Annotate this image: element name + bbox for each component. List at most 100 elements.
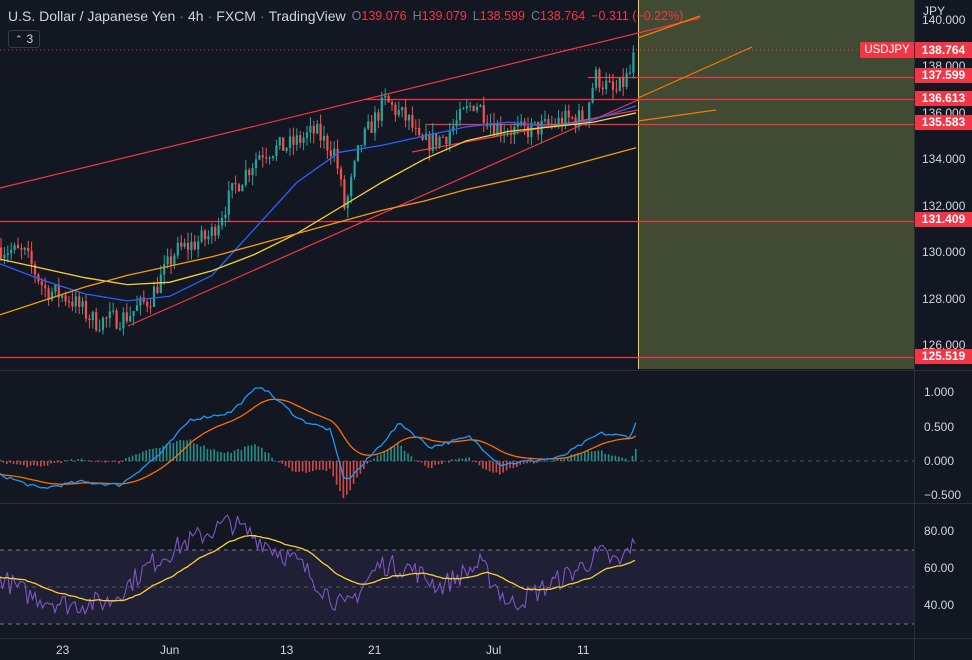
candle-body	[611, 81, 615, 90]
orange-ray-1[interactable]	[637, 46, 753, 99]
candle-body	[278, 137, 281, 146]
macd-histogram-bar	[50, 461, 52, 464]
projection-box[interactable]	[638, 0, 914, 369]
candle-body	[618, 77, 621, 91]
macd-histogram-bar	[529, 461, 532, 463]
candle-body	[564, 110, 567, 126]
macd-histogram-bar	[553, 460, 555, 462]
candle-body	[248, 169, 251, 176]
macd-histogram-bar	[335, 461, 338, 485]
candle-body	[0, 247, 3, 259]
macd-histogram-bar	[138, 453, 141, 461]
macd-histogram-bar	[567, 457, 569, 461]
macd-histogram-bar	[199, 446, 202, 461]
moving-average-line[interactable]	[0, 112, 637, 286]
macd-histogram-bar	[308, 461, 311, 472]
candle-body	[482, 105, 485, 123]
candle-body	[163, 264, 166, 275]
level-price-tag[interactable]: 136.613	[915, 91, 972, 107]
macd-histogram-bar	[216, 451, 219, 461]
low-key: L	[472, 9, 480, 23]
orange-ray-3[interactable]	[637, 15, 701, 39]
level-price-tag[interactable]: 135.583	[915, 115, 972, 131]
macd-histogram-bar	[349, 461, 351, 491]
macd-histogram-bar	[284, 461, 287, 467]
level-price-tag[interactable]: 137.599	[915, 68, 972, 84]
macd-histogram-bar	[495, 461, 498, 473]
close-key: C	[530, 9, 540, 23]
candle-body	[50, 291, 54, 300]
candle-body	[438, 136, 441, 146]
price-tick-label: 134.000	[922, 152, 966, 167]
rsi-series-line[interactable]	[0, 534, 636, 602]
candle-body	[472, 105, 475, 111]
candle-body	[557, 117, 560, 126]
candle-body	[581, 110, 584, 121]
macd-histogram-bar	[60, 461, 62, 464]
current-price-tag[interactable]: 138.764	[915, 42, 972, 58]
macd-histogram-bar	[165, 443, 168, 461]
upper-trend-line[interactable]	[0, 17, 701, 189]
candle-body	[261, 155, 264, 158]
macd-histogram-bar	[250, 445, 253, 461]
candle-body	[118, 328, 122, 330]
interval-label[interactable]: 4h	[188, 8, 204, 24]
moving-average-line[interactable]	[0, 105, 637, 302]
macd-histogram-bar	[509, 461, 511, 469]
macd-series-line[interactable]	[0, 387, 637, 489]
macd-histogram-bar	[77, 458, 79, 461]
lower-trend-line[interactable]	[127, 99, 639, 327]
macd-histogram-bar	[142, 451, 144, 461]
macd-histogram-bar	[352, 461, 355, 484]
candle-body	[598, 69, 601, 88]
candle-body	[305, 132, 309, 138]
candle-body	[30, 251, 33, 265]
candle-body	[632, 52, 635, 73]
macd-histogram-bar	[9, 461, 11, 463]
macd-histogram-bar	[366, 461, 368, 464]
indicators-toggle-button[interactable]: ⌃ 3	[8, 30, 41, 48]
macd-histogram-bar	[84, 460, 86, 461]
candle-body	[91, 311, 94, 321]
candle-body	[101, 317, 105, 330]
symbol-price-tag[interactable]: USDJPY	[860, 42, 914, 58]
time-axis-label: 11	[577, 643, 590, 657]
macd-histogram-bar	[46, 461, 49, 466]
candle-body	[431, 132, 434, 151]
symbol-title[interactable]: U.S. Dollar / Japanese Yen	[8, 8, 176, 24]
time-axis-label: Jun	[160, 643, 180, 657]
macd-histogram-bar	[237, 448, 239, 461]
macd-histogram-bar	[152, 448, 154, 461]
orange-ray-2[interactable]	[637, 109, 717, 122]
candle-body	[469, 105, 472, 107]
candle-body	[146, 301, 149, 307]
candles[interactable]	[0, 45, 635, 336]
macd-histogram-bar	[332, 461, 334, 477]
candle-body	[251, 167, 254, 176]
macd-histogram-bar	[213, 449, 215, 461]
macd-histogram-bar	[488, 461, 491, 472]
macd-histogram-bar	[148, 449, 151, 461]
moving-average-line[interactable]	[0, 147, 637, 316]
macd-histogram-bar	[301, 461, 304, 472]
candle-body	[84, 301, 88, 319]
candle-body	[384, 95, 387, 98]
macd-histogram-bar	[420, 461, 423, 463]
macd-histogram-bar	[40, 461, 42, 467]
chevron-up-icon: ⌃	[15, 33, 23, 44]
candle-body	[95, 311, 98, 331]
macd-histogram-bar	[244, 446, 246, 461]
candle-body	[6, 253, 9, 255]
macd-histogram-bar	[29, 461, 32, 466]
candle-body	[353, 160, 356, 177]
macd-series-line[interactable]	[0, 398, 637, 485]
candle-body	[10, 249, 13, 254]
level-price-tag[interactable]: 131.409	[915, 211, 972, 227]
candle-body	[452, 126, 455, 132]
macd-histogram-bar	[233, 450, 236, 461]
price-tick-label: 126.000	[922, 338, 966, 352]
macd-histogram-bar	[305, 461, 307, 473]
macd-histogram-bar	[611, 455, 613, 461]
level-price-tag[interactable]: 125.519	[915, 348, 972, 364]
